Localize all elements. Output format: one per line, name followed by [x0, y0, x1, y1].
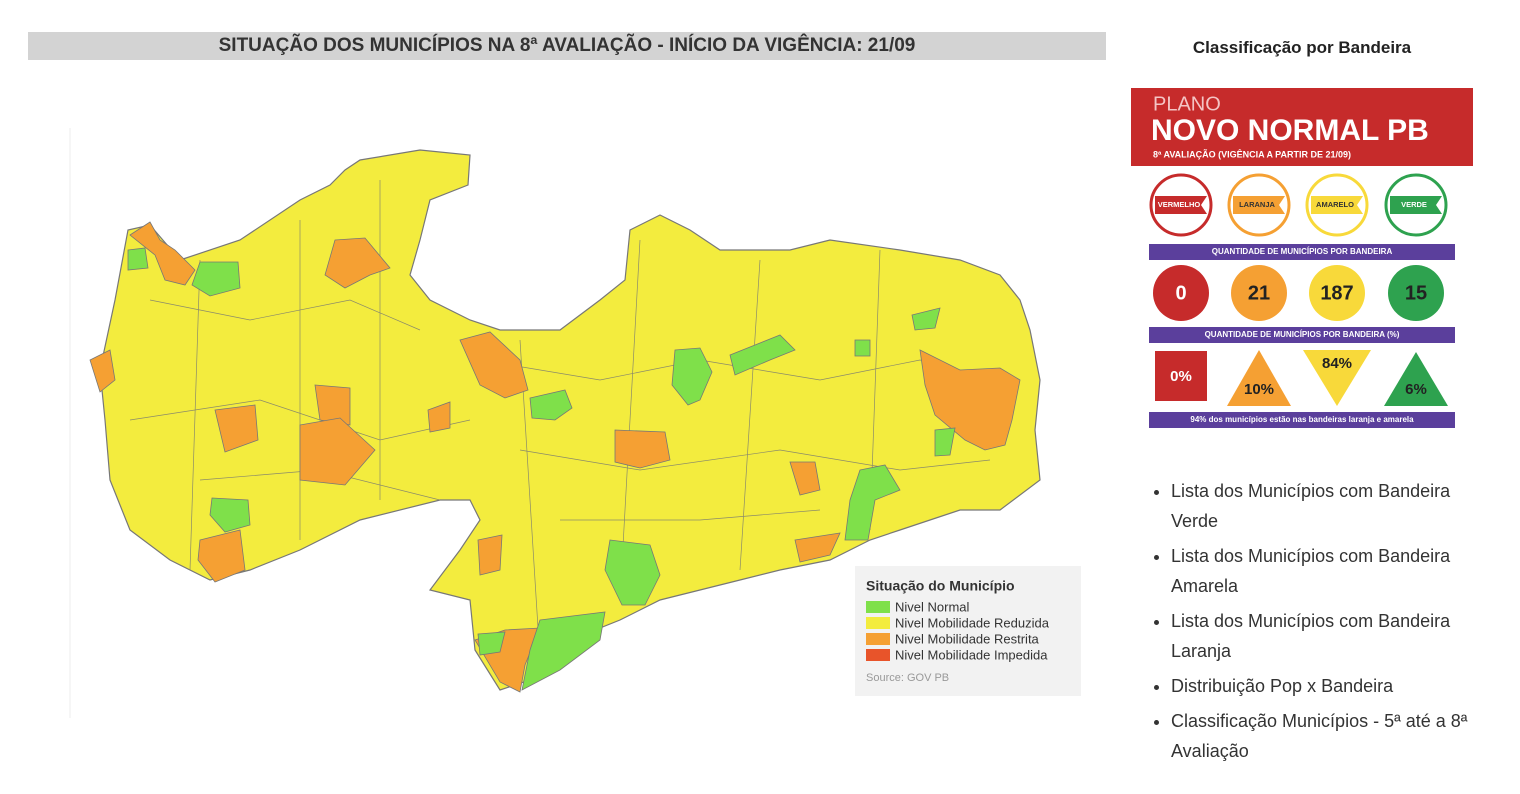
info-kicker: PLANO: [1153, 93, 1221, 115]
info-title: NOVO NORMAL PB: [1151, 114, 1429, 147]
percent: 6%: [1405, 381, 1427, 398]
page-title: SITUAÇÃO DOS MUNICÍPIOS NA 8ª AVALIAÇÃO …: [28, 32, 1106, 60]
legend-title: Situação do Município: [866, 578, 1015, 594]
legend-swatch: [866, 617, 890, 629]
info-subtitle: 8ª AVALIAÇÃO (VIGÊNCIA A PARTIR DE 21/09…: [1153, 148, 1351, 159]
percent: 10%: [1244, 381, 1274, 398]
link-list: Lista dos Municípios com Bandeira Verde …: [1148, 476, 1501, 771]
green-areas: [127, 247, 956, 691]
percent: 0%: [1170, 368, 1192, 385]
flag-label: VERDE: [1401, 200, 1427, 209]
legend-swatch: [866, 649, 890, 661]
flag-label: AMARELO: [1316, 200, 1354, 209]
percent: 84%: [1322, 355, 1352, 372]
link[interactable]: Distribuição Pop x Bandeira: [1171, 671, 1501, 701]
info-footer: 94% dos municípios estão nas bandeiras l…: [1190, 415, 1414, 424]
legend-label: Nivel Normal: [895, 599, 970, 614]
link[interactable]: Lista dos Municípios com Bandeira Laranj…: [1171, 606, 1501, 666]
count: 187: [1320, 282, 1353, 304]
legend-swatch: [866, 601, 890, 613]
source: Source: GOV PB: [866, 672, 949, 684]
infographic: PLANO NOVO NORMAL PB 8ª AVALIAÇÃO (VIGÊN…: [1131, 88, 1473, 430]
flag-label: LARANJA: [1239, 200, 1275, 209]
legend-label: Nivel Mobilidade Impedida: [895, 647, 1048, 662]
legend-swatch: [866, 633, 890, 645]
sidebar-title: Classificação por Bandeira: [1192, 38, 1412, 57]
percent-heading: QUANTIDADE DE MUNICÍPIOS POR BANDEIRA (%…: [1205, 330, 1400, 339]
orange-areas: [89, 221, 1021, 693]
legend-label: Nivel Mobilidade Reduzida: [895, 615, 1050, 630]
flag-label: VERMELHO: [1158, 200, 1201, 209]
count: 21: [1248, 282, 1270, 304]
link[interactable]: Lista dos Municípios com Bandeira Amarel…: [1171, 541, 1501, 601]
count: 0: [1175, 282, 1186, 304]
link[interactable]: Classificação Municípios - 5ª até a 8ª A…: [1171, 706, 1501, 766]
legend-box: [855, 566, 1081, 696]
legend-label: Nivel Mobilidade Restrita: [895, 631, 1040, 646]
count: 15: [1405, 282, 1427, 304]
link[interactable]: Lista dos Municípios com Bandeira Verde: [1171, 476, 1501, 536]
count-heading: QUANTIDADE DE MUNICÍPIOS POR BANDEIRA: [1212, 247, 1393, 256]
map: Situação do Município Nivel Normal Nivel…: [69, 128, 1081, 718]
